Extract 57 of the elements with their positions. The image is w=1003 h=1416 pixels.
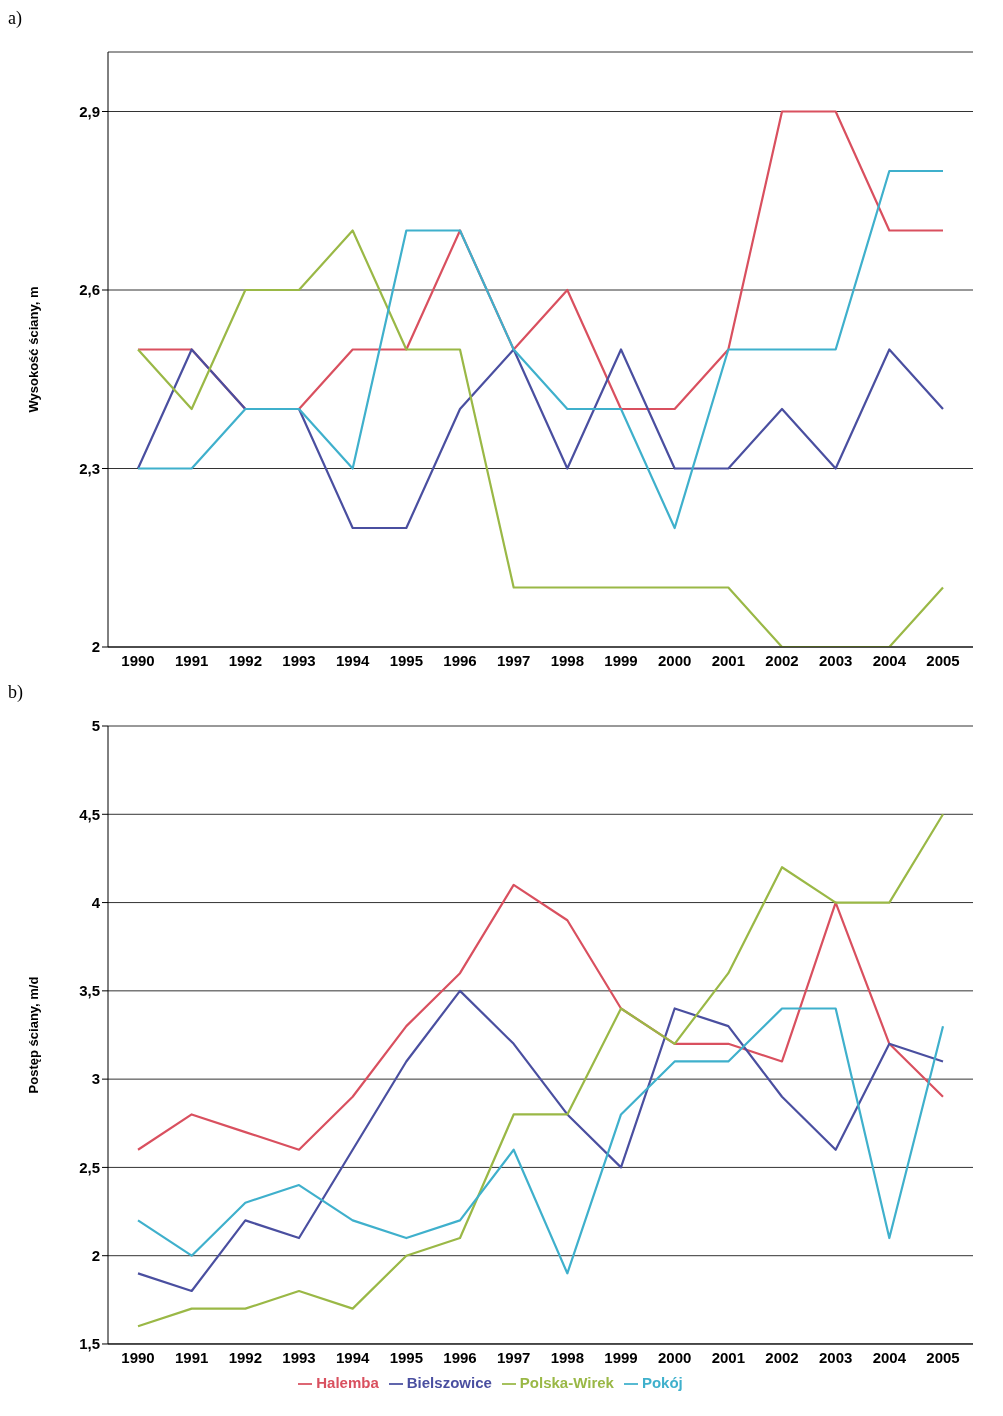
legend-label: Polska-Wirek <box>519 1373 614 1391</box>
x-tick-label: 2004 <box>872 651 907 669</box>
x-tick-label: 2005 <box>926 651 960 669</box>
x-tick-label: 2005 <box>926 1348 960 1366</box>
x-tick-label: 2001 <box>711 651 746 669</box>
x-tick-label: 2004 <box>872 1348 907 1366</box>
text: b) <box>8 682 24 704</box>
x-tick-label: 2003 <box>818 1348 853 1366</box>
x-tick-label: 1994 <box>335 651 371 669</box>
text: a) <box>8 8 23 30</box>
x-tick-label: 1990 <box>121 1348 155 1366</box>
x-tick-label: 1997 <box>496 651 531 669</box>
y-tick-label: 3 <box>91 1070 100 1088</box>
x-tick-label: 1999 <box>604 1348 638 1366</box>
y-tick-label: 2,5 <box>79 1158 100 1176</box>
x-tick-label: 1999 <box>604 651 638 669</box>
line-series <box>136 229 945 647</box>
x-tick-label: 1996 <box>443 1348 477 1366</box>
y-axis-title: Postęp ściany, m/d <box>25 976 41 1094</box>
y-tick-label: 2 <box>91 638 100 656</box>
x-tick-label: 2002 <box>765 1348 799 1366</box>
x-tick-label: 1990 <box>121 651 155 669</box>
line-series <box>136 169 945 530</box>
x-tick-label: 1997 <box>496 1348 531 1366</box>
x-tick-label: 1992 <box>228 651 263 669</box>
legend-label: Halemba <box>316 1373 379 1391</box>
x-tick-label: 2000 <box>657 1348 692 1366</box>
y-tick-label: 2 <box>91 1247 100 1265</box>
x-tick-label: 1996 <box>443 651 477 669</box>
x-tick-label: 1998 <box>550 1348 585 1366</box>
y-tick-label: 2,3 <box>79 459 100 477</box>
x-tick-label: 1994 <box>335 1348 371 1366</box>
x-tick-label: 1995 <box>389 651 424 669</box>
x-tick-label: 1998 <box>550 651 585 669</box>
x-tick-label: 1991 <box>174 651 209 669</box>
legend-label: Pokój <box>641 1373 683 1391</box>
y-tick-label: 2,9 <box>79 102 100 120</box>
y-tick-label: 3,5 <box>79 982 100 1000</box>
x-tick-label: 1993 <box>282 651 316 669</box>
x-tick-label: 1995 <box>389 1348 424 1366</box>
x-tick-label: 2003 <box>818 651 853 669</box>
y-tick-label: 2,6 <box>79 281 100 299</box>
y-tick-label: 5 <box>91 717 100 735</box>
y-axis-title: Wysokość ściany, m <box>25 286 41 413</box>
y-tick-label: 4,5 <box>79 805 100 823</box>
x-tick-label: 2002 <box>765 651 799 669</box>
x-tick-label: 1992 <box>228 1348 263 1366</box>
legend-label: Bielszowice <box>406 1373 492 1391</box>
line-series <box>136 813 945 1328</box>
x-tick-label: 2001 <box>711 1348 746 1366</box>
line-series <box>136 348 945 530</box>
x-tick-label: 2000 <box>657 651 692 669</box>
y-tick-label: 1,5 <box>79 1335 100 1353</box>
y-tick-label: 4 <box>91 893 101 911</box>
x-tick-label: 1991 <box>174 1348 209 1366</box>
line-series <box>136 883 945 1151</box>
x-tick-label: 1993 <box>282 1348 316 1366</box>
